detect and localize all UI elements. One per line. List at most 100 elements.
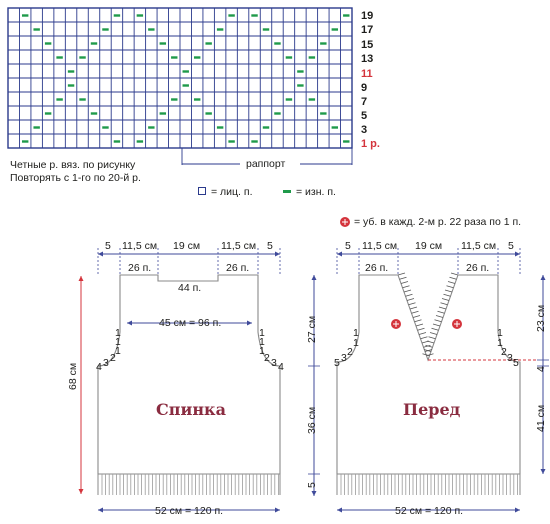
purl-mark	[102, 126, 109, 129]
purl-mark	[205, 112, 212, 115]
purl-mark	[216, 28, 224, 31]
purl-mark	[331, 28, 339, 31]
purl-mark	[308, 98, 316, 101]
height-total: 68 см	[67, 362, 79, 390]
purl-mark	[44, 112, 52, 115]
v-neck-hatch	[432, 323, 441, 327]
row-number: 11	[361, 68, 373, 80]
knit-stitch-symbol	[198, 187, 206, 195]
armhole-step: 3	[271, 357, 277, 369]
v-neck-hatch	[428, 336, 436, 340]
front-dim-shoulder-right: 11,5 см	[461, 240, 497, 252]
back-height-dimension-arrow	[78, 489, 84, 494]
row-number: 9	[361, 82, 368, 94]
v-neck-hatch	[400, 281, 409, 284]
purl-mark	[44, 42, 52, 45]
armhole-step: 3	[507, 352, 513, 364]
back-shoulder-right-stitches: 26 п.	[226, 262, 250, 274]
knit-legend-label: = лиц. п.	[211, 186, 253, 198]
v-neck-hatch	[426, 340, 435, 344]
v-neck-hatch	[434, 319, 442, 323]
purl-mark	[33, 28, 40, 31]
purl-mark	[56, 98, 63, 101]
mid-rib-dim: 5	[306, 482, 318, 488]
purl-mark	[285, 98, 293, 101]
purl-mark	[297, 70, 304, 73]
right-dimension-arrow	[540, 469, 546, 474]
armhole-step: 1	[497, 337, 503, 349]
v-neck-hatch	[437, 310, 445, 314]
v-neck-hatch	[422, 353, 430, 357]
purl-mark	[308, 56, 316, 59]
rapport-label: раппорт	[246, 158, 286, 170]
row-number: 5	[361, 110, 368, 122]
purl-mark	[148, 126, 155, 129]
armhole-step: 1	[115, 345, 121, 357]
purl-mark	[182, 84, 189, 87]
purl-legend-label: = изн. п.	[296, 186, 336, 198]
mid-upper-dim: 27 см	[306, 315, 318, 343]
armhole-step: 2	[501, 346, 507, 358]
armhole-step: 1	[115, 327, 121, 339]
v-neck-hatch	[402, 285, 410, 289]
purl-stitch-symbol	[283, 190, 291, 193]
purl-mark	[159, 112, 167, 115]
purl-mark	[205, 42, 212, 45]
front-top-dimension-arrow	[515, 251, 520, 257]
v-neck-hatch	[429, 332, 438, 335]
armhole-step: 3	[341, 352, 347, 364]
back-dim-shoulder-left: 11,5 см	[122, 240, 158, 252]
back-outline	[97, 274, 281, 475]
purl-mark	[320, 112, 327, 115]
v-neck-hatch	[431, 327, 439, 331]
purl-mark	[90, 42, 98, 45]
v-neck-hatch	[403, 289, 412, 293]
right-lower-dim: 41 см	[535, 404, 547, 432]
v-neck-hatch	[411, 310, 419, 314]
v-neck-hatch	[449, 276, 457, 280]
back-bottom-measure: 52 см = 120 п.	[155, 505, 224, 517]
v-neck-hatch	[425, 344, 433, 348]
back-dim-neck: 19 см	[173, 240, 201, 252]
v-neck-hatch	[397, 272, 406, 276]
v-neck-hatch	[435, 315, 444, 318]
v-neck-hatch	[418, 332, 427, 335]
front-dim-5-left: 5	[345, 240, 351, 252]
back-top-dimension-arrow	[275, 251, 280, 257]
row-number: 7	[361, 96, 368, 108]
purl-mark	[274, 112, 281, 115]
v-neck-hatch	[409, 306, 418, 310]
purl-mark	[67, 70, 75, 73]
row-number: 15	[361, 39, 374, 51]
purl-mark	[33, 126, 40, 129]
purl-mark	[90, 112, 98, 115]
front-dim-shoulder-left: 11,5 см	[362, 240, 398, 252]
armhole-step: 1	[497, 327, 503, 339]
purl-mark	[193, 98, 201, 101]
armhole-step: 1	[259, 345, 265, 357]
purl-mark	[113, 14, 121, 17]
back-chest-dimension-arrow	[247, 320, 252, 326]
v-neck-hatch	[441, 298, 450, 301]
v-neck-hatch	[412, 315, 421, 318]
purl-mark	[228, 14, 235, 17]
front-outline	[336, 274, 521, 475]
middle-dimension-arrow	[311, 275, 317, 280]
purl-mark	[262, 28, 270, 31]
decrease-legend-label: = уб. в кажд. 2-м р. 22 раза по 1 п.	[354, 216, 522, 228]
purl-mark	[285, 56, 293, 59]
back-shoulder-left-stitches: 26 п.	[128, 262, 152, 274]
right-upper-dim: 23 см	[535, 304, 547, 332]
purl-mark	[67, 84, 75, 87]
purl-mark	[320, 42, 327, 45]
purl-mark	[148, 28, 155, 31]
purl-mark	[21, 140, 29, 143]
v-neck-hatch	[405, 293, 413, 297]
purl-mark	[182, 70, 189, 73]
front-title: Перед	[403, 400, 461, 419]
v-neck-hatch	[414, 319, 422, 323]
v-neck-hatch	[406, 298, 415, 301]
back-dim-5-right: 5	[267, 240, 273, 252]
v-neck-hatch	[399, 276, 407, 280]
